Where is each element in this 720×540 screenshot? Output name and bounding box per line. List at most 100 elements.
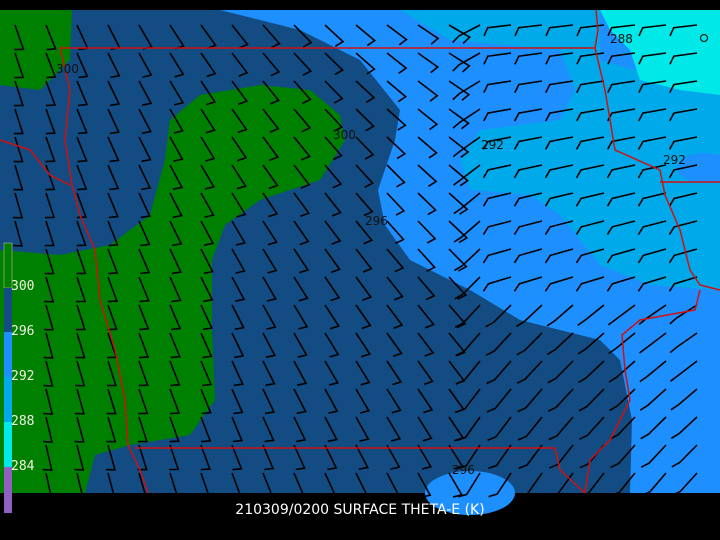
wind-barb <box>231 80 249 106</box>
wind-barb <box>576 24 605 37</box>
wind-barb <box>138 192 151 219</box>
wind-barb <box>637 136 667 150</box>
wind-barb <box>547 360 574 384</box>
wind-barb <box>417 388 434 414</box>
wind-barb <box>386 444 401 470</box>
wind-barb <box>545 80 574 93</box>
wind-barb <box>640 444 667 468</box>
wind-barb <box>107 220 119 247</box>
wind-barb <box>485 304 512 328</box>
wind-barb <box>200 52 217 78</box>
wind-barb <box>324 24 345 47</box>
wind-barb <box>575 192 605 207</box>
wind-barb <box>324 444 338 471</box>
wind-barb <box>138 164 152 191</box>
wind-barb <box>169 52 185 78</box>
wind-barb <box>607 52 636 65</box>
wind-barb <box>544 164 574 179</box>
wind-barb <box>137 472 148 499</box>
wind-barb <box>417 444 433 470</box>
wind-barb <box>293 108 312 133</box>
wind-barb <box>169 192 183 219</box>
wind-barb <box>200 332 213 359</box>
colorbar-label: 300 <box>11 279 35 294</box>
wind-barb <box>262 164 279 190</box>
wind-barb <box>293 388 307 415</box>
wind-barb <box>168 472 179 499</box>
wind-barb <box>606 220 636 236</box>
wind-barb <box>355 444 369 470</box>
wind-barb <box>575 136 605 150</box>
wind-barb <box>200 108 216 134</box>
wind-barb <box>231 360 244 387</box>
wind-barb <box>355 220 374 245</box>
wind-barb <box>606 164 636 179</box>
wind-barb <box>637 164 667 179</box>
wind-barb <box>640 416 667 440</box>
wind-barb <box>669 304 698 325</box>
wind-barb <box>457 472 481 498</box>
wind-barb <box>75 304 86 331</box>
wind-barb <box>386 472 400 499</box>
wind-barb <box>638 80 667 93</box>
wind-barb <box>517 388 543 413</box>
wind-barb <box>544 248 574 264</box>
wind-barb <box>456 388 481 413</box>
wind-barb <box>575 248 605 264</box>
wind-barb <box>262 192 279 218</box>
wind-barb <box>262 472 274 499</box>
wind-barb <box>137 416 148 443</box>
wind-barb <box>513 276 543 292</box>
wind-barb <box>74 444 85 471</box>
wind-barb <box>518 472 543 498</box>
wind-barb <box>487 444 512 470</box>
wind-barb <box>453 164 481 186</box>
wind-barb <box>262 136 280 162</box>
colorbar-label: 284 <box>11 459 35 474</box>
wind-barb <box>324 80 344 104</box>
wind-barb <box>417 360 434 386</box>
wind-barb <box>638 24 667 37</box>
wind-barb <box>670 388 698 411</box>
wind-barb <box>43 332 54 359</box>
wind-barb <box>606 136 636 150</box>
wind-barb <box>448 80 471 101</box>
wind-barb <box>231 220 247 246</box>
wind-barb <box>13 164 24 191</box>
wind-barb <box>138 248 151 275</box>
wind-barb <box>546 304 574 327</box>
wind-barb <box>169 164 184 190</box>
wind-barb <box>641 472 667 497</box>
wind-barb <box>448 472 464 498</box>
wind-barb <box>545 24 574 37</box>
wind-barb <box>42 472 53 500</box>
map-title: 210309/0200 SURFACE THETA-E (K) <box>235 502 485 518</box>
wind-barb <box>386 416 402 442</box>
wind-barb <box>107 192 119 219</box>
wind-barb <box>44 276 55 303</box>
wind-barb <box>544 136 574 150</box>
wind-barb <box>45 136 56 163</box>
wind-barb <box>608 360 636 383</box>
colorbar-label: 296 <box>11 324 35 339</box>
wind-barb <box>671 444 698 468</box>
wind-barb <box>355 276 373 302</box>
contour-label: 296 <box>452 463 475 477</box>
wind-barb <box>417 164 438 187</box>
wind-barb <box>138 136 152 163</box>
wind-barb <box>138 52 153 78</box>
wind-barb <box>231 388 244 415</box>
wind-barb <box>324 304 340 330</box>
wind-barb <box>575 108 605 122</box>
calm-wind-icon <box>700 34 708 42</box>
wind-barb <box>169 136 184 162</box>
wind-barb <box>637 108 667 122</box>
wind-barb <box>231 108 248 134</box>
border-west <box>59 47 149 494</box>
wind-barb <box>169 304 182 331</box>
wind-barb <box>43 360 54 387</box>
wind-barb <box>452 136 481 158</box>
wind-barb <box>76 164 88 191</box>
wind-barb <box>105 444 117 471</box>
wind-barb <box>355 304 372 330</box>
